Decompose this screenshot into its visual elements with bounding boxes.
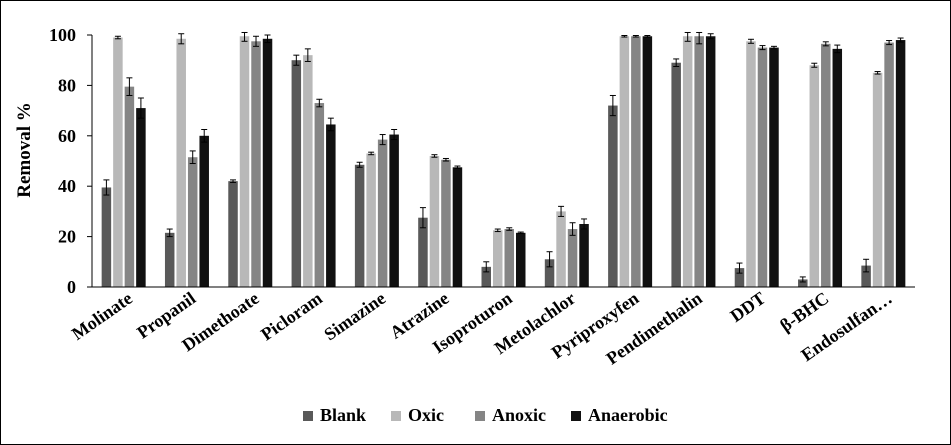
bar-anaerobic: [642, 36, 653, 288]
bar-blank: [164, 232, 175, 287]
legend-label-anoxic: Anoxic: [492, 405, 546, 425]
bar-oxic: [239, 36, 250, 288]
bar-oxic: [809, 65, 820, 288]
legend-swatch-blank: [303, 411, 313, 421]
bar-blank: [291, 60, 302, 288]
bar-oxic: [176, 38, 186, 287]
legend-label-anaerobic: Anaerobic: [588, 405, 668, 425]
bar-oxic: [493, 230, 503, 287]
bar-anaerobic: [389, 134, 399, 287]
bar-anaerobic: [262, 38, 273, 287]
legend-label-oxic: Oxic: [408, 405, 444, 425]
bar-anaerobic: [579, 224, 589, 287]
bar-anoxic: [314, 103, 325, 287]
y-tick-label: 80: [58, 75, 76, 95]
bar-oxic: [872, 72, 883, 287]
bar-blank: [418, 217, 428, 287]
bar-anaerobic: [705, 36, 716, 288]
bar-anoxic: [187, 157, 198, 287]
legend-swatch-anaerobic: [571, 411, 581, 421]
y-tick-label: 100: [49, 25, 76, 45]
bar-oxic: [303, 55, 313, 287]
legend-swatch-anoxic: [475, 411, 485, 421]
bar-oxic: [429, 155, 440, 287]
bar-blank: [671, 62, 681, 287]
bar-anaerobic: [832, 48, 843, 287]
bar-anoxic: [124, 86, 135, 287]
bar-blank: [354, 164, 365, 287]
bar-anaerobic: [895, 40, 906, 287]
x-tick-label: Molinate: [68, 288, 136, 344]
y-ticks: 0 20 40 60 80 100: [49, 25, 92, 297]
bar-anoxic: [567, 229, 578, 287]
bar-oxic: [366, 153, 376, 287]
y-tick-label: 40: [58, 176, 76, 196]
legend: Blank Oxic Anoxic Anaerobic: [303, 405, 668, 425]
x-tick-label: DDT: [726, 288, 769, 326]
x-tick-label: β-BHC: [776, 288, 832, 336]
legend-swatch-oxic: [391, 411, 401, 421]
bar-anaerobic: [326, 124, 336, 288]
bar-blank: [608, 105, 618, 287]
bar-blank: [734, 268, 745, 287]
bar-anoxic: [694, 36, 704, 288]
bar-anaerobic: [199, 135, 209, 287]
bar-blank: [481, 266, 491, 287]
bar-anoxic: [377, 139, 388, 287]
bar-anoxic: [251, 41, 261, 287]
y-tick-label: 20: [58, 227, 76, 247]
bar-anaerobic: [452, 167, 463, 287]
bars-layer: [101, 36, 906, 288]
bar-anoxic: [631, 36, 641, 288]
bar-oxic: [556, 211, 566, 287]
bar-oxic: [113, 37, 123, 287]
bar-anoxic: [821, 43, 831, 287]
bar-anaerobic: [516, 232, 526, 287]
bar-blank: [228, 181, 238, 287]
bar-oxic: [746, 41, 756, 287]
bar-anoxic: [757, 47, 768, 287]
x-tick-labels: MolinatePropanilDimethoatePicloramSimazi…: [68, 288, 896, 369]
x-tick-label: Simazine: [320, 288, 389, 345]
bar-blank: [861, 265, 871, 287]
y-tick-label: 60: [58, 126, 76, 146]
bar-anoxic: [441, 159, 451, 287]
x-tick-label: Picloram: [257, 288, 326, 345]
bar-anoxic: [504, 229, 514, 287]
legend-label-blank: Blank: [320, 405, 366, 425]
bar-anaerobic: [769, 47, 779, 287]
bar-oxic: [619, 36, 630, 288]
bar-oxic: [682, 36, 693, 288]
bar-blank: [544, 259, 555, 287]
y-tick-label: 0: [67, 277, 76, 297]
bar-anoxic: [884, 42, 894, 288]
bar-anaerobic: [136, 108, 146, 287]
y-axis-title: Removal %: [14, 102, 35, 198]
bar-blank: [101, 187, 112, 287]
error-bars-layer: [103, 31, 904, 283]
bar-blank: [798, 279, 808, 287]
